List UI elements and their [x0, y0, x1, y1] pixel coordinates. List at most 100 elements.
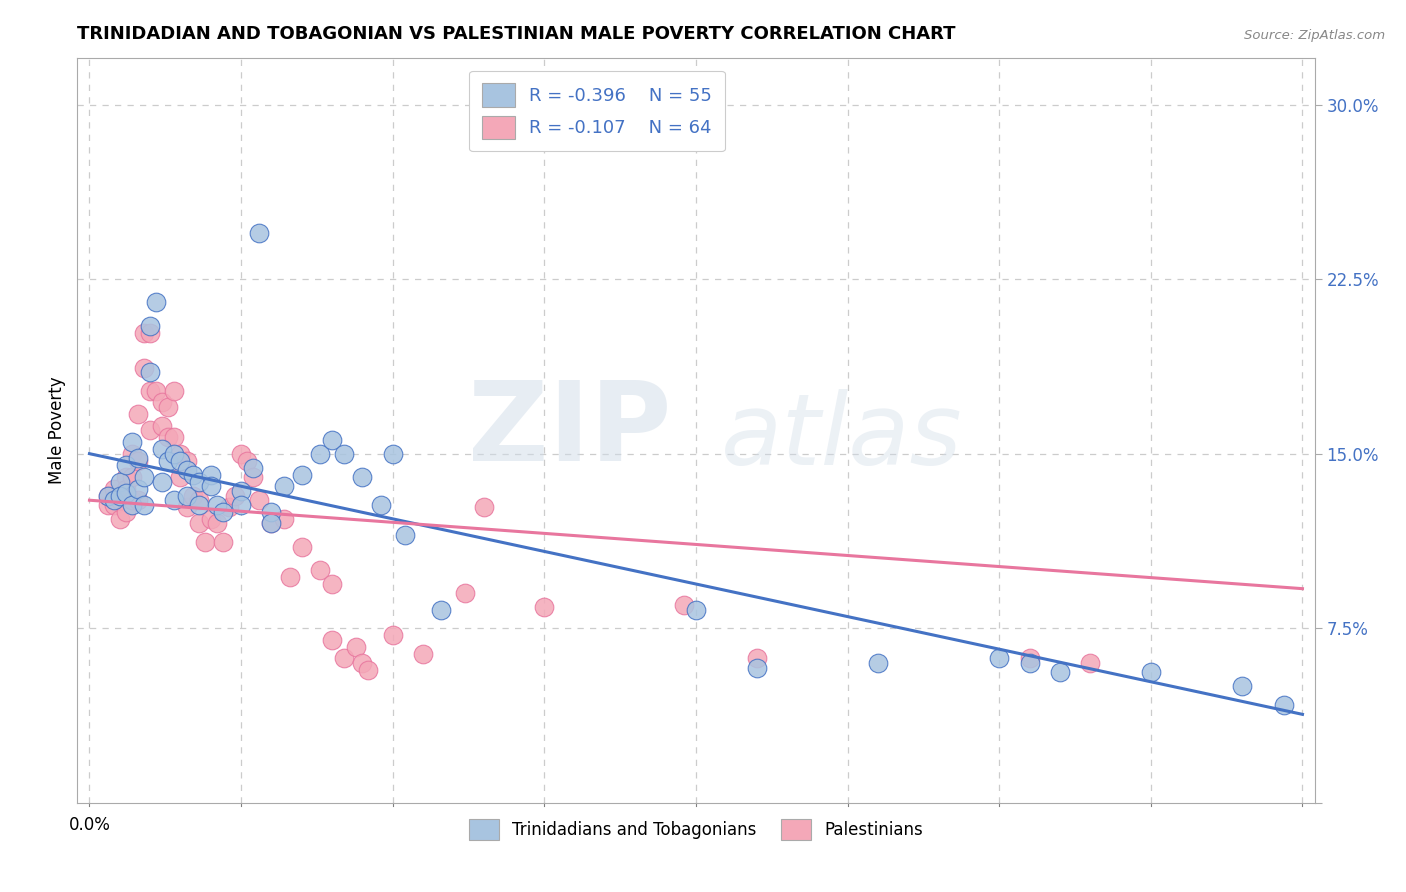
Point	[242, 460, 264, 475]
Point	[291, 540, 314, 554]
Point	[132, 498, 155, 512]
Point	[333, 447, 356, 461]
Point	[394, 528, 416, 542]
Point	[187, 493, 209, 508]
Point	[157, 400, 180, 414]
Point	[273, 479, 295, 493]
Point	[247, 493, 270, 508]
Point	[139, 384, 162, 398]
Point	[1230, 680, 1253, 694]
Point	[866, 656, 889, 670]
Point	[229, 498, 252, 512]
Point	[278, 570, 301, 584]
Point	[309, 447, 332, 461]
Point	[200, 467, 222, 482]
Point	[1018, 656, 1040, 670]
Point	[454, 586, 477, 600]
Point	[260, 505, 283, 519]
Point	[321, 632, 343, 647]
Y-axis label: Male Poverty: Male Poverty	[48, 376, 66, 484]
Legend: Trinidadians and Tobagonians, Palestinians: Trinidadians and Tobagonians, Palestinia…	[458, 809, 934, 850]
Point	[309, 563, 332, 577]
Point	[273, 512, 295, 526]
Point	[115, 486, 138, 500]
Point	[97, 489, 120, 503]
Point	[163, 384, 186, 398]
Point	[260, 516, 283, 531]
Point	[370, 498, 392, 512]
Point	[988, 651, 1011, 665]
Point	[115, 470, 138, 484]
Text: ZIP: ZIP	[468, 377, 671, 483]
Point	[121, 447, 143, 461]
Text: 0.0%: 0.0%	[69, 816, 111, 834]
Point	[218, 500, 240, 515]
Point	[472, 500, 495, 515]
Point	[381, 628, 404, 642]
Point	[150, 395, 173, 409]
Point	[121, 435, 143, 450]
Point	[1272, 698, 1295, 712]
Point	[1140, 665, 1163, 680]
Point	[103, 498, 125, 512]
Point	[115, 505, 138, 519]
Point	[229, 483, 252, 498]
Point	[139, 423, 162, 437]
Point	[672, 598, 695, 612]
Point	[163, 430, 186, 444]
Point	[430, 602, 453, 616]
Point	[103, 482, 125, 496]
Point	[1018, 651, 1040, 665]
Point	[127, 482, 149, 496]
Point	[344, 640, 367, 654]
Point	[745, 651, 768, 665]
Point	[163, 493, 186, 508]
Point	[108, 493, 131, 508]
Point	[352, 656, 374, 670]
Point	[236, 453, 259, 467]
Point	[1049, 665, 1071, 680]
Point	[685, 602, 707, 616]
Point	[321, 577, 343, 591]
Point	[127, 493, 149, 508]
Point	[145, 384, 167, 398]
Point	[121, 493, 143, 508]
Point	[321, 433, 343, 447]
Point	[242, 470, 264, 484]
Point	[291, 467, 314, 482]
Point	[127, 451, 149, 466]
Point	[103, 493, 125, 508]
Point	[357, 663, 380, 677]
Point	[132, 360, 155, 375]
Point	[163, 447, 186, 461]
Point	[127, 453, 149, 467]
Text: Source: ZipAtlas.com: Source: ZipAtlas.com	[1244, 29, 1385, 42]
Point	[181, 489, 204, 503]
Point	[157, 430, 180, 444]
Point	[169, 470, 191, 484]
Point	[176, 500, 198, 515]
Point	[139, 318, 162, 333]
Point	[145, 295, 167, 310]
Point	[115, 482, 138, 496]
Point	[224, 489, 246, 503]
Point	[229, 447, 252, 461]
Point	[187, 475, 209, 489]
Point	[205, 516, 228, 531]
Point	[187, 498, 209, 512]
Point	[108, 475, 131, 489]
Point	[121, 498, 143, 512]
Point	[194, 535, 217, 549]
Point	[176, 463, 198, 477]
Point	[412, 647, 434, 661]
Point	[127, 407, 149, 421]
Point	[247, 226, 270, 240]
Point	[381, 447, 404, 461]
Point	[139, 365, 162, 379]
Point	[97, 489, 120, 503]
Point	[205, 498, 228, 512]
Text: atlas: atlas	[721, 389, 962, 486]
Point	[115, 458, 138, 473]
Point	[260, 516, 283, 531]
Point	[176, 489, 198, 503]
